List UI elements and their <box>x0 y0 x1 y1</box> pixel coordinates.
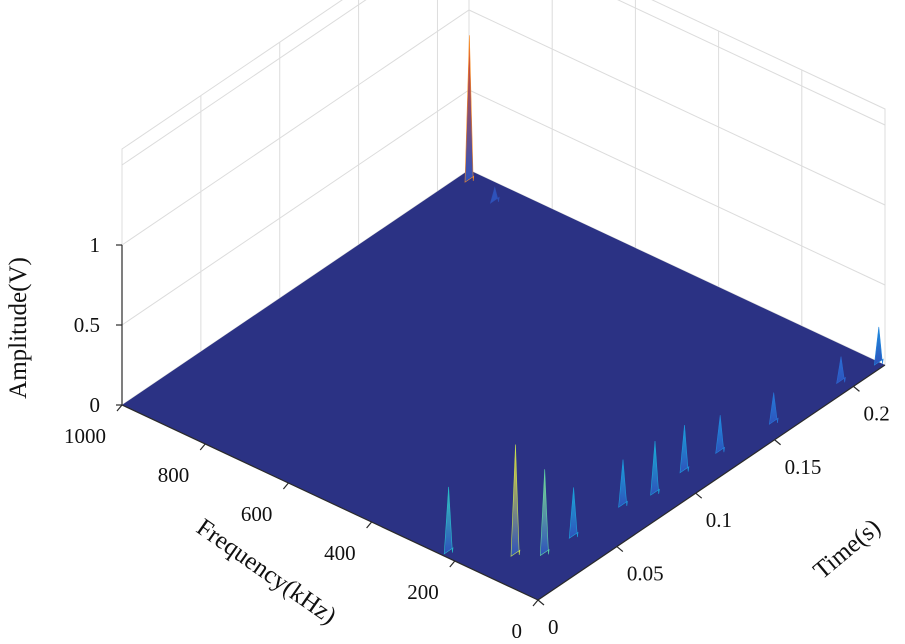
grid-line-amp-2 <box>121 9 886 246</box>
surface-peak-10 <box>768 392 779 425</box>
freq-tick-4 <box>199 443 206 451</box>
x-axis-title: Time(s) <box>809 514 886 585</box>
amp-tick-label-2: 1 <box>90 233 101 257</box>
time-tick-label-0: 0 <box>548 615 559 639</box>
time-tick-4 <box>853 385 860 392</box>
grid-line-amp-3 <box>121 0 886 166</box>
freq-tick-label-3: 600 <box>241 502 273 526</box>
time-tick-0 <box>537 599 545 606</box>
surface-peak-1 <box>489 186 500 204</box>
surface-peak-4 <box>539 469 550 557</box>
z-axis-title: Amplitude(V) <box>5 257 32 399</box>
time-tick-label-1: 0.05 <box>627 562 664 586</box>
time-tick-3 <box>774 439 781 446</box>
surface-peak-12 <box>873 326 884 366</box>
surface-peak-6 <box>618 459 628 508</box>
time-tick-1 <box>616 546 624 553</box>
surface-peak-9 <box>715 415 725 455</box>
freq-tick-label-5: 1000 <box>64 424 106 448</box>
surface-floor <box>122 170 885 600</box>
freq-axis-line <box>121 404 539 601</box>
time-axis-line <box>537 364 886 601</box>
time-tick-label-3: 0.15 <box>785 455 822 479</box>
surface-peak-2 <box>443 486 454 555</box>
amp-tick-label-1: 0.5 <box>74 313 100 337</box>
freq-tick-label-0: 0 <box>512 619 523 643</box>
wall-frame <box>121 0 886 405</box>
surface-layer <box>122 35 885 600</box>
surface-peak-11 <box>836 356 846 385</box>
y-axis-title: Frequency(kHz) <box>191 514 341 630</box>
time-tick-2 <box>695 492 703 499</box>
time-tick-label-2: 0.1 <box>706 508 732 532</box>
freq-tick-1 <box>449 560 456 568</box>
surface-peak-8 <box>650 440 660 496</box>
time-tick-label-4: 0.2 <box>863 401 889 425</box>
surface-peak-3 <box>510 444 521 557</box>
freq-tick-label-1: 200 <box>407 580 439 604</box>
freq-tick-2 <box>366 521 373 529</box>
grid-layer <box>121 0 886 406</box>
amp-tick-label-0: 0 <box>90 393 101 417</box>
surface-peak-0 <box>464 35 475 183</box>
surface-peak-7 <box>679 424 690 474</box>
freq-tick-label-4: 800 <box>158 463 190 487</box>
freq-tick-3 <box>282 482 289 490</box>
axis-layer: 0 0.05 0.1 0.15 0.2 0 200 400 600 800 1000 0 0.5 1 <box>64 233 890 643</box>
freq-tick-0 <box>532 599 539 607</box>
freq-tick-label-2: 400 <box>324 541 356 565</box>
freq-tick-5 <box>116 404 123 412</box>
surface-peak-5 <box>568 487 579 539</box>
